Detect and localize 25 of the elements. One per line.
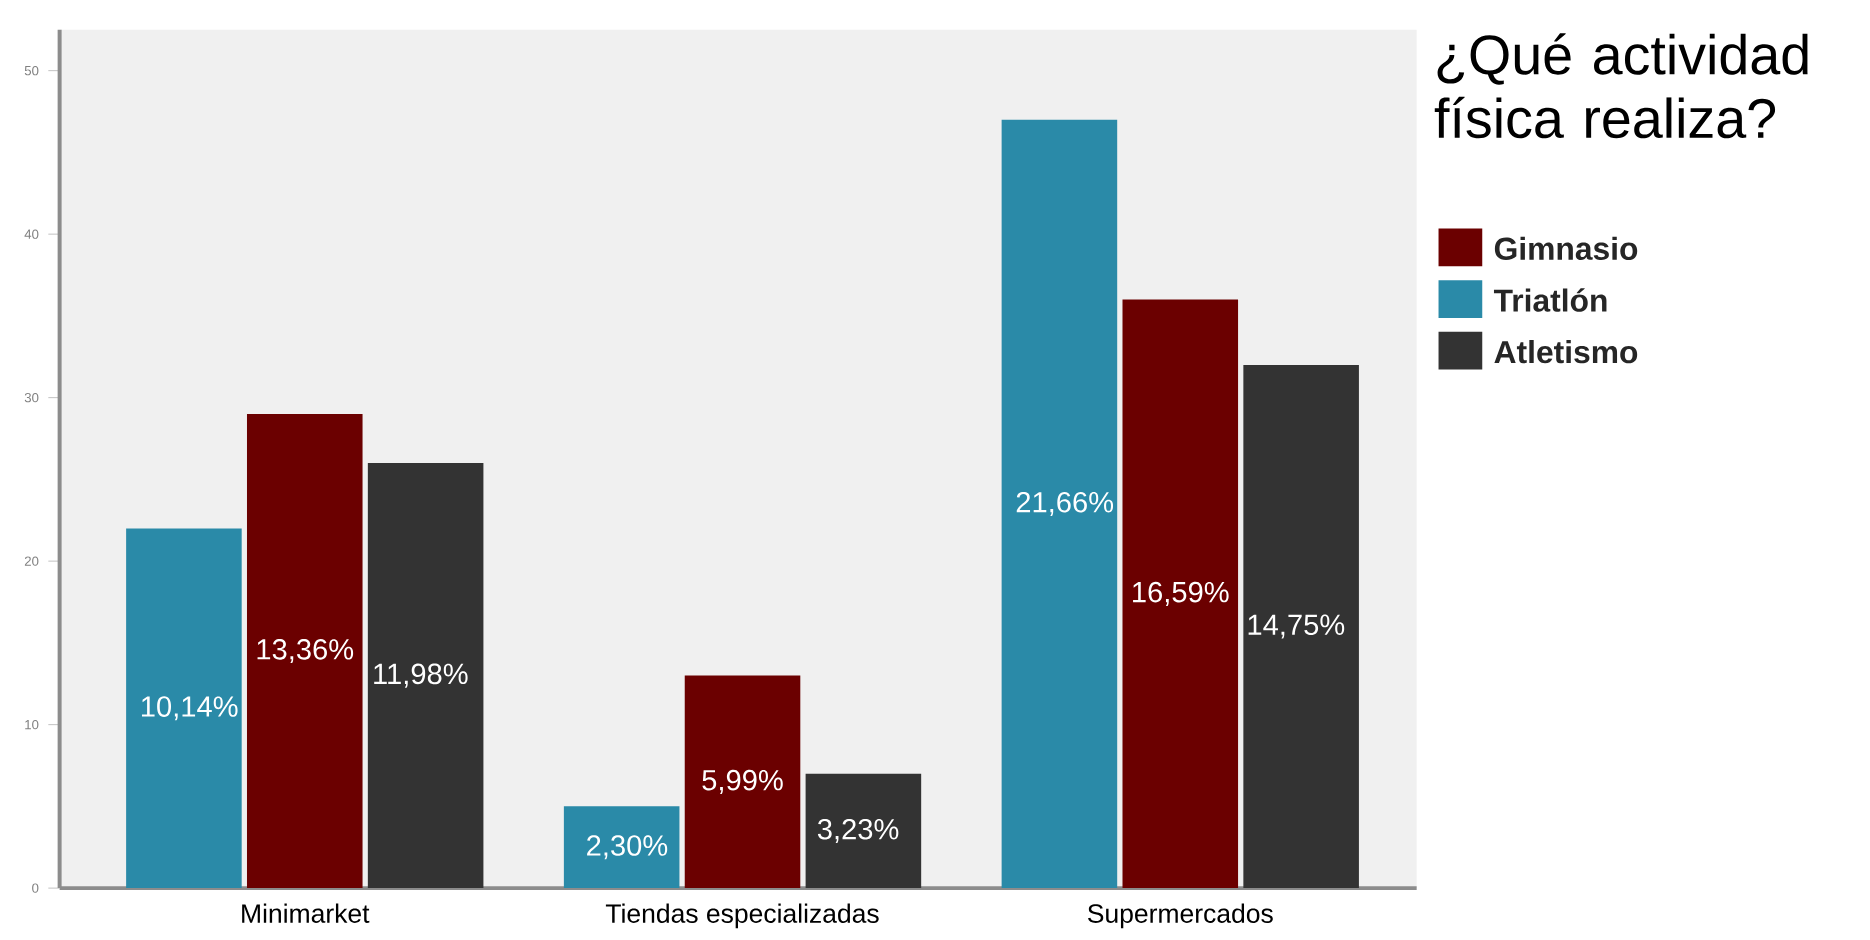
bar xyxy=(684,675,801,889)
legend-label: Atletismo xyxy=(1494,340,1638,364)
bar xyxy=(126,528,242,889)
x-tick-label: Supermercados xyxy=(1087,903,1273,929)
bar xyxy=(1122,299,1239,889)
bar xyxy=(246,414,363,889)
bar xyxy=(367,463,484,889)
annotation: 2,30% xyxy=(587,835,668,860)
annotation: 11,98% xyxy=(374,663,468,688)
legend-label: Triatlón xyxy=(1493,288,1607,312)
x-tick-label: Tiendas especializadas xyxy=(605,903,879,929)
annotation: 3,23% xyxy=(817,818,899,844)
bar xyxy=(1001,119,1118,889)
x-tick-label: Minimarket xyxy=(242,903,370,924)
text: ¿Qué actividad física realiza? xyxy=(1434,33,1808,139)
bar xyxy=(1243,365,1359,889)
annotation: 14,75% xyxy=(1248,614,1345,639)
annotation: 21,66% xyxy=(1016,492,1114,517)
legend-label: Gimnasio xyxy=(1494,236,1638,261)
bar xyxy=(563,806,680,889)
bar xyxy=(805,773,922,889)
annotation: 16,59% xyxy=(1133,581,1229,606)
annotation: 5,99% xyxy=(702,769,783,794)
annotation: 13,36% xyxy=(257,639,354,664)
annotation: 10,14% xyxy=(141,696,238,721)
